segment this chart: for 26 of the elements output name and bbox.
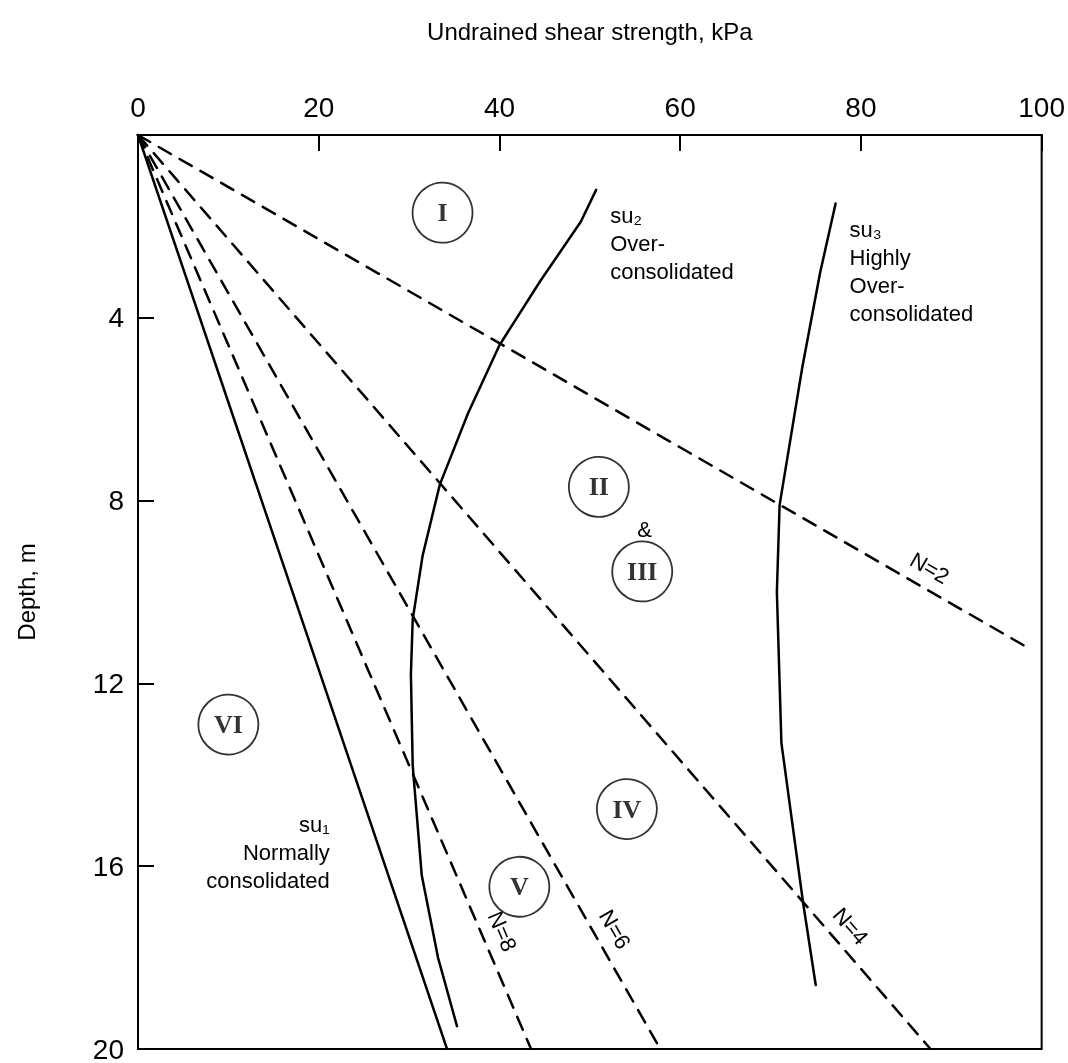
x-axis-title: Undrained shear strength, kPa xyxy=(427,17,754,45)
x-tick-label: 0 xyxy=(130,91,146,123)
data-label: I xyxy=(437,198,448,228)
y-tick-label: 4 xyxy=(108,302,124,334)
series-label: su₃ Highly Over- consolidated xyxy=(849,217,974,327)
x-tick-label: 40 xyxy=(483,91,516,123)
text: N=8 xyxy=(482,907,522,956)
text: N=2 xyxy=(905,547,954,590)
series-label: su₁ Normally consolidated xyxy=(206,812,330,893)
y-axis-title: Depth, m xyxy=(12,543,40,641)
x-tick-label: 60 xyxy=(664,91,696,123)
y-tick-label: 8 xyxy=(108,485,124,517)
data-label: II xyxy=(588,472,609,502)
data-label: IV xyxy=(612,794,642,824)
y-tick-label: 20 xyxy=(92,1033,124,1063)
x-tick-label: 100 xyxy=(1018,91,1065,123)
x-tick-label: 80 xyxy=(845,91,877,123)
text: N=6 xyxy=(593,905,637,954)
series-label: su₂ Over- consolidated xyxy=(610,203,734,285)
y-tick-label: 12 xyxy=(92,667,124,699)
y-tick-label: 16 xyxy=(92,850,124,882)
annotation: & xyxy=(637,516,653,542)
data-label: V xyxy=(509,872,529,902)
x-tick-label: 20 xyxy=(303,91,335,123)
data-label: III xyxy=(627,556,658,586)
data-label: VI xyxy=(213,710,243,740)
